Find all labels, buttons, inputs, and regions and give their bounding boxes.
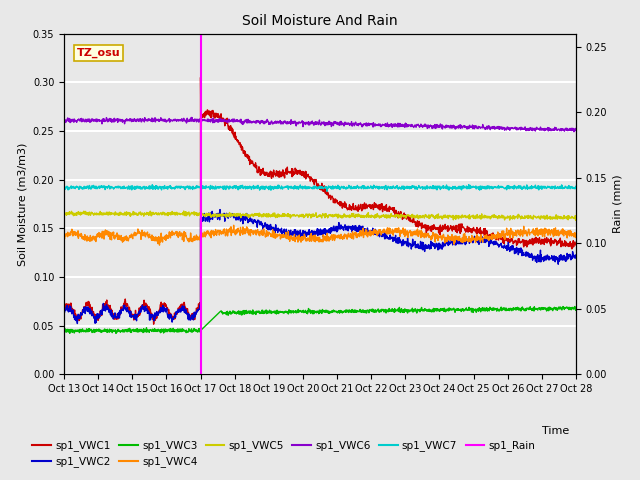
Y-axis label: Soil Moisture (m3/m3): Soil Moisture (m3/m3) — [17, 142, 27, 266]
Text: Time: Time — [542, 426, 570, 436]
Legend: sp1_VWC1, sp1_VWC2, sp1_VWC3, sp1_VWC4, sp1_VWC5, sp1_VWC6, sp1_VWC7, sp1_Rain: sp1_VWC1, sp1_VWC2, sp1_VWC3, sp1_VWC4, … — [28, 436, 540, 471]
Y-axis label: Rain (mm): Rain (mm) — [613, 175, 623, 233]
Title: Soil Moisture And Rain: Soil Moisture And Rain — [242, 14, 398, 28]
Text: TZ_osu: TZ_osu — [77, 48, 120, 58]
